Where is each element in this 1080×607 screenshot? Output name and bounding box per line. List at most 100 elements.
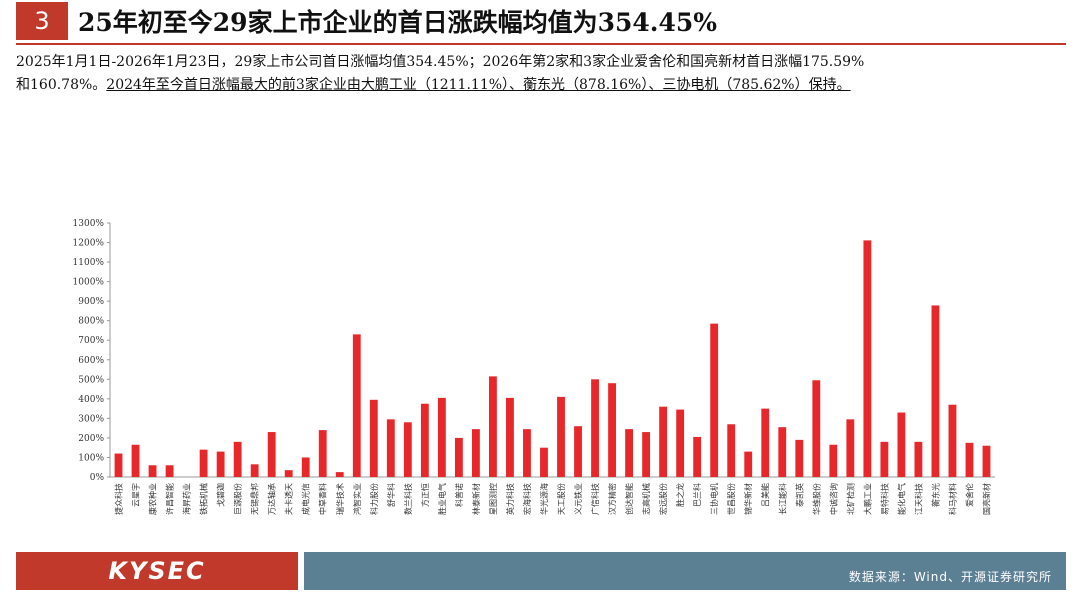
x-tick-label: 蘅东光 (930, 483, 940, 507)
bar (761, 408, 770, 477)
bar (454, 437, 463, 477)
bar (199, 449, 208, 477)
y-tick-label: 1200% (73, 239, 105, 249)
y-tick-label: 800% (78, 317, 104, 327)
title-divider (16, 43, 1066, 45)
x-tick-label: 广信科技 (590, 483, 600, 515)
title-bar: 3 25年初至今29家上市企业的首日涨跌幅均值为354.45% (16, 2, 1066, 40)
x-tick-label: 义元铁业 (573, 483, 583, 515)
bar (437, 397, 446, 477)
x-tick-label: 云星宇 (131, 483, 141, 507)
x-tick-label: 科普诺 (454, 483, 464, 507)
x-tick-label: 中诚咨询 (828, 483, 838, 515)
x-tick-label: 泰凯英 (794, 483, 804, 507)
x-tick-label: 巨源股份 (233, 483, 243, 515)
bar (250, 464, 259, 477)
footer-source-bar: 数据来源：Wind、开源证券研究所 (304, 552, 1066, 590)
bar (233, 441, 242, 477)
x-tick-label: 许昌智能 (165, 483, 175, 515)
bar (471, 429, 480, 477)
bar (420, 403, 429, 477)
x-tick-label: 汉方精密 (607, 483, 617, 515)
x-tick-label: 胜业电气 (437, 483, 447, 515)
x-tick-label: 天工股份 (556, 483, 566, 515)
bar (676, 409, 685, 477)
bar (727, 424, 736, 477)
x-tick-label: 科马材料 (947, 483, 957, 515)
bar (948, 404, 957, 477)
bar (506, 397, 514, 477)
bar (148, 465, 157, 477)
bar (403, 422, 412, 477)
bar (216, 451, 225, 477)
x-tick-label: 数兰科技 (403, 483, 413, 515)
bar (914, 441, 923, 477)
bar (523, 429, 531, 477)
x-tick-label: 吕美能 (760, 483, 770, 507)
bar (540, 447, 548, 477)
bar (812, 380, 821, 477)
x-tick-label: 英力科技 (505, 483, 515, 515)
x-tick-label: 大鹏工业 (862, 483, 872, 515)
y-tick-label: 1000% (73, 278, 105, 288)
summary-text: 2025年1月1日-2026年1月23日，29家上市公司首日涨幅均值354.45… (16, 51, 1036, 97)
y-tick-label: 0% (90, 473, 105, 483)
bar (795, 439, 804, 477)
kysec-logo: KYSEC (108, 557, 206, 585)
bar (489, 376, 497, 477)
x-tick-label: 巴兰科 (692, 483, 702, 507)
x-tick-label: 戈碧迦 (216, 483, 226, 507)
bar (880, 441, 889, 477)
x-tick-label: 三协电机 (709, 483, 719, 515)
y-tick-label: 900% (78, 297, 104, 307)
x-tick-label: 江天科技 (913, 483, 923, 515)
x-tick-label: 长江能科 (777, 483, 787, 515)
bar (625, 429, 634, 477)
summary-line-2-highlight: 2024年至今首日涨幅最大的前3家企业由大鹏工业（1211.11%）、蘅东光（8… (106, 77, 851, 93)
x-tick-label: 宏远股份 (658, 483, 668, 515)
x-tick-label: 林泰新材 (471, 483, 481, 515)
bar (965, 442, 974, 477)
bar (131, 444, 140, 477)
bar (369, 399, 378, 477)
bar (352, 334, 361, 477)
y-tick-label: 1100% (73, 258, 105, 268)
bar (591, 379, 599, 477)
data-source: 数据来源：Wind、开源证券研究所 (848, 570, 1052, 584)
x-tick-label: 康农种业 (148, 483, 158, 515)
summary-line-2-prefix: 和160.78%。 (16, 77, 107, 93)
bar (114, 453, 123, 477)
x-tick-label: 北矿检测 (845, 483, 855, 515)
x-tick-label: 易特科技 (879, 483, 889, 515)
x-tick-label: 创达智能 (624, 483, 634, 515)
bar (301, 457, 310, 477)
x-tick-label: 铁拓机械 (199, 483, 209, 515)
x-tick-label: 方正恒 (420, 483, 430, 507)
bar-chart: 0% 100% 200% 300% 400% 500% 600% 700% 800% 900% 10… (73, 219, 995, 515)
section-number: 3 (16, 2, 68, 40)
x-tick-label: 宏海科技 (522, 483, 532, 515)
x-tick-label: 能化电气 (896, 483, 906, 515)
x-tick-label: 海昇药业 (182, 483, 192, 515)
bar (744, 451, 753, 477)
x-tick-label: 万达轴承 (267, 483, 277, 515)
footer-logo-block: KYSEC (16, 552, 298, 590)
summary-line-2: 和160.78%。2024年至今首日涨幅最大的前3家企业由大鹏工业（1211.1… (16, 74, 1036, 97)
bar (267, 432, 276, 477)
x-tick-label: 国亮新材 (981, 483, 991, 515)
bar (829, 444, 838, 477)
x-tick-label: 星图测控 (488, 483, 498, 515)
y-tick-label: 700% (78, 336, 104, 346)
y-tick-label: 1300% (73, 219, 105, 229)
x-tick-label: 舒华科 (386, 483, 396, 507)
bar (318, 430, 327, 477)
x-tick-label: 瑞华技术 (335, 483, 345, 515)
bar (659, 406, 668, 477)
bar (284, 470, 293, 477)
x-tick-label: 华光源海 (539, 483, 549, 515)
x-tick-label: 鸿智实业 (352, 483, 362, 515)
y-tick-label: 300% (78, 414, 104, 424)
bar (693, 436, 702, 477)
y-tick-label: 100% (78, 453, 104, 463)
bar (642, 432, 651, 477)
